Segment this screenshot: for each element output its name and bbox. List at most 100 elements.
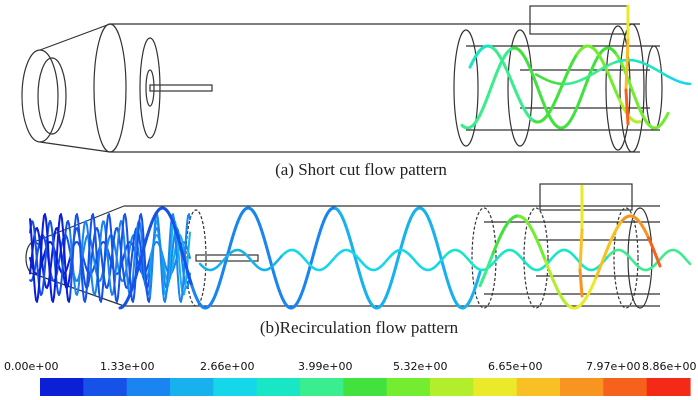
streamline-b-swirl <box>52 238 55 253</box>
streamline-b-swirl <box>106 214 109 226</box>
streamline-b-swirl <box>126 257 129 267</box>
streamline-b-swirl <box>56 236 59 255</box>
colorbar-segment <box>430 378 474 396</box>
streamline-b-swirl <box>69 230 72 243</box>
streamline-b-swirl <box>162 290 165 302</box>
streamline-b-swirl <box>126 228 129 247</box>
caption-b: (b)Recirculation flow pattern <box>259 318 459 337</box>
streamline-b-swirl <box>99 232 102 246</box>
streamline-b-swirl <box>123 276 126 285</box>
streamline-b-swirl <box>34 235 37 250</box>
streamline-b-swirl <box>142 268 145 279</box>
streamline-b-swirl <box>42 214 45 226</box>
shaft-a <box>149 84 213 92</box>
streamline-b-swirl <box>54 269 57 288</box>
streamline-b-swirl <box>73 277 76 290</box>
streamline-b-swirl <box>169 223 172 239</box>
vessel-a <box>21 5 663 153</box>
streamline-b-swirl <box>90 268 93 283</box>
streamline-b-swirl <box>112 237 115 248</box>
streamline-b-swirl <box>29 263 32 275</box>
streamline-b-swirl <box>169 245 172 260</box>
streamline-b-swirl <box>173 249 176 259</box>
streamline-b-swirl <box>30 228 33 247</box>
streamline-b-swirl <box>133 285 136 298</box>
streamline-b-swirl <box>38 269 41 288</box>
streamline-b-mid <box>686 260 692 266</box>
streamline-b-swirl <box>108 271 111 285</box>
streamline-b-swirl <box>135 228 138 241</box>
streamline-b-swirl <box>91 280 94 291</box>
streamline-b-swirl <box>121 259 124 271</box>
cone-end-ellipse-a <box>93 23 127 153</box>
streamline-b-swirl <box>122 268 125 279</box>
colorbar-tick-4: 5.32e+00 <box>393 360 448 373</box>
streamline-b-swirl <box>63 244 66 264</box>
streamline-b-swirl <box>139 222 142 232</box>
streamline-b-swirl <box>50 221 53 231</box>
outlet-end-a <box>645 45 663 131</box>
colorbar-segment <box>603 378 648 396</box>
streamline-b-swirl <box>41 223 44 239</box>
streamline-b-swirl <box>178 290 181 302</box>
streamline-b-swirl <box>185 223 188 239</box>
streamline-b-swirl <box>60 250 63 262</box>
streamline-b-swirl <box>157 218 160 231</box>
streamline-b-swirl <box>79 244 82 264</box>
streamline-b-swirl <box>171 225 174 236</box>
colorbar-tick-0: 0.00e+00 <box>4 360 59 373</box>
streamline-b-swirl <box>65 277 68 293</box>
streamline-b-swirl <box>93 218 96 231</box>
streamline-b-swirl <box>158 228 161 247</box>
streamline-b-swirl <box>117 230 120 244</box>
streamline-b-swirl <box>151 252 154 272</box>
streamline-b-swirl <box>31 244 34 264</box>
streamline-b-swirl <box>74 214 77 226</box>
streamline-b-swirl <box>72 266 75 280</box>
streamline-b-swirl <box>68 222 71 233</box>
outlet-ellipse-a-4 <box>619 23 645 153</box>
streamline-a-yellowgreen <box>664 111 670 119</box>
streamline-b-swirl <box>45 239 48 255</box>
streamline-b-swirl <box>123 236 126 251</box>
streamline-b-swirl <box>114 290 117 302</box>
streamline-b-swirl <box>55 252 58 272</box>
streamline-b-swirl <box>145 277 148 293</box>
streamline-b-swirl <box>60 274 63 287</box>
colorbar-segment <box>646 378 691 396</box>
streamline-b-swirl <box>118 269 121 288</box>
streamline-b-swirl <box>40 236 43 255</box>
colorbar-tick-7: 8.86e+00 <box>642 360 697 373</box>
streamline-b-swirl <box>53 250 56 266</box>
streamline-b-swirl <box>92 237 95 248</box>
streamline-b-outlet <box>578 228 584 272</box>
streamline-b-swirl <box>136 222 139 231</box>
colorbar-tick-6: 7.97e+00 <box>586 360 641 373</box>
streamline-b-swirl <box>78 272 81 285</box>
streamline-b-swirl <box>127 244 130 264</box>
streamline-b-swirl <box>61 262 64 277</box>
streamline-b-swirl <box>106 245 109 261</box>
streamline-b-swirl <box>72 236 75 255</box>
colorbar-tick-2: 2.66e+00 <box>200 360 255 373</box>
streamline-b-swirl <box>184 236 187 255</box>
streamline-b-swirl <box>36 260 39 275</box>
streamline-b-swirl <box>125 261 128 277</box>
streamline-b-swirl <box>111 244 114 264</box>
streamline-b-swirl <box>120 236 123 255</box>
streamline-b-swirl <box>117 285 120 298</box>
streamline-b-swirl <box>134 238 137 253</box>
streamline-b-swirl <box>115 253 118 269</box>
streamline-b-swirl <box>141 218 144 231</box>
streamline-b-swirl <box>41 259 44 271</box>
streamline-b-swirl <box>137 223 140 239</box>
streamline-b-swirl <box>42 277 45 289</box>
streamline-b-swirl <box>118 223 121 233</box>
streamline-b-swirl <box>152 236 155 255</box>
streamline-b-swirl <box>64 227 67 240</box>
streamline-b-swirl <box>59 241 62 253</box>
streamline-b-swirl <box>61 218 64 231</box>
streamline-b-swirl <box>50 254 53 266</box>
colorbar-segment <box>386 378 431 396</box>
colorbar-segment <box>300 378 344 396</box>
